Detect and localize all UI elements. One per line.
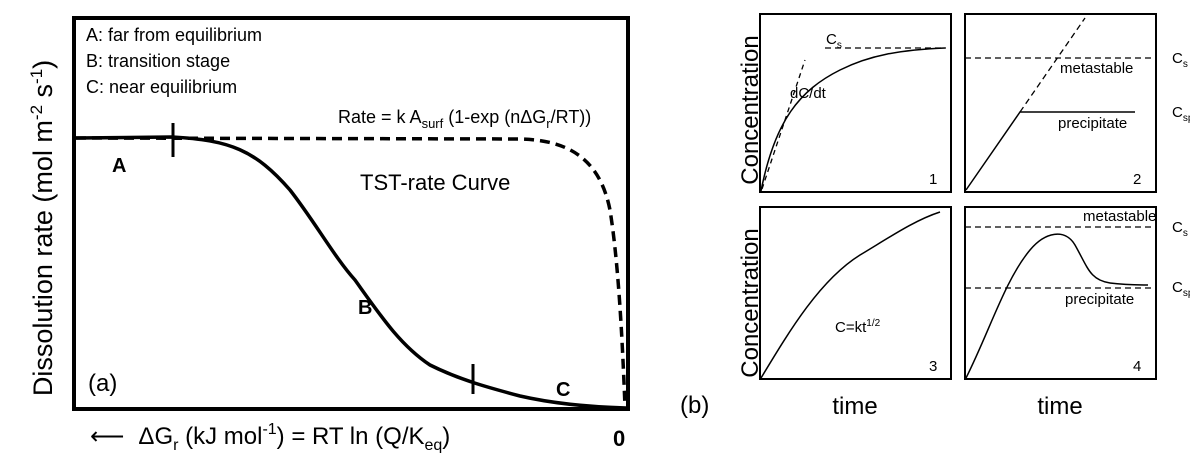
subplot-2-extrapolation — [1019, 17, 1086, 113]
zero-label: 0 — [613, 426, 625, 451]
panel-b: (b) Concentration Concentration time tim… — [680, 13, 1190, 420]
subplot-2-metastable-label: metastable — [1060, 60, 1133, 77]
panel-a-tag: (a) — [88, 370, 117, 397]
subplot-4: metastable precipitate 4 Cs Csp — [964, 206, 1190, 380]
rate-equation: Rate = k Asurf (1-exp (nΔGr/RT)) — [338, 107, 591, 131]
panel-a-xlabel: ⟵ ΔGr (kJ mol-1) = RT ln (Q/Keq) — [90, 421, 450, 453]
subplot-1-cs-label: Cs — [826, 31, 842, 51]
subplot-3-number: 3 — [929, 358, 937, 375]
dissolution-curve — [75, 135, 627, 410]
region-label-b: B — [358, 297, 372, 319]
panel-a: Dissolution rate (mol m-2 s-1) A: far fr… — [27, 16, 630, 453]
tst-rate-curve — [75, 136, 627, 408]
subplot-2-number: 2 — [1133, 171, 1141, 188]
panel-a-frame — [72, 16, 630, 411]
subplot-2-csp-label: Csp — [1172, 104, 1190, 124]
subplot-4-metastable-label: metastable — [1083, 208, 1156, 225]
region-label-a: A — [112, 155, 126, 177]
subplot-4-csp-label: Csp — [1172, 279, 1190, 299]
subplot-3-equation: C=kt1/2 — [835, 318, 881, 336]
subplot-4-curve — [965, 233, 1149, 379]
subplot-2-frame — [964, 13, 1157, 193]
panel-b-tag: (b) — [680, 392, 709, 419]
tst-rate-label: TST-rate Curve — [360, 170, 510, 195]
legend-b: B: transition stage — [86, 51, 230, 71]
subplot-1-curve — [760, 47, 946, 192]
subplot-1-slope-label: dC/dt — [790, 85, 827, 102]
panel-a-ylabel: Dissolution rate (mol m-2 s-1) — [27, 60, 58, 396]
subplot-4-precipitate-label: precipitate — [1065, 291, 1134, 308]
subplot-1-number: 1 — [929, 171, 937, 188]
panel-b-xlabel-right: time — [1037, 393, 1082, 420]
subplot-1-tangent — [761, 59, 806, 190]
subplot-3-curve — [760, 211, 941, 379]
subplot-3: C=kt1/2 3 — [759, 206, 952, 380]
subplot-4-frame — [964, 206, 1157, 380]
panel-b-xlabel-left: time — [832, 393, 877, 420]
region-label-c: C — [556, 379, 570, 401]
subplot-2-precipitate-label: precipitate — [1058, 115, 1127, 132]
subplot-4-cs-label: Cs — [1172, 219, 1188, 239]
legend-a: A: far from equilibrium — [86, 25, 262, 45]
subplot-2-cs-label: Cs — [1172, 50, 1188, 70]
subplot-3-frame — [759, 206, 952, 380]
subplot-1: Cs dC/dt 1 — [759, 13, 952, 193]
subplot-4-number: 4 — [1133, 358, 1141, 375]
subplot-1-frame — [759, 13, 952, 193]
legend-c: C: near equilibrium — [86, 77, 237, 97]
subplot-2: metastable precipitate 2 Cs Csp — [964, 13, 1190, 193]
